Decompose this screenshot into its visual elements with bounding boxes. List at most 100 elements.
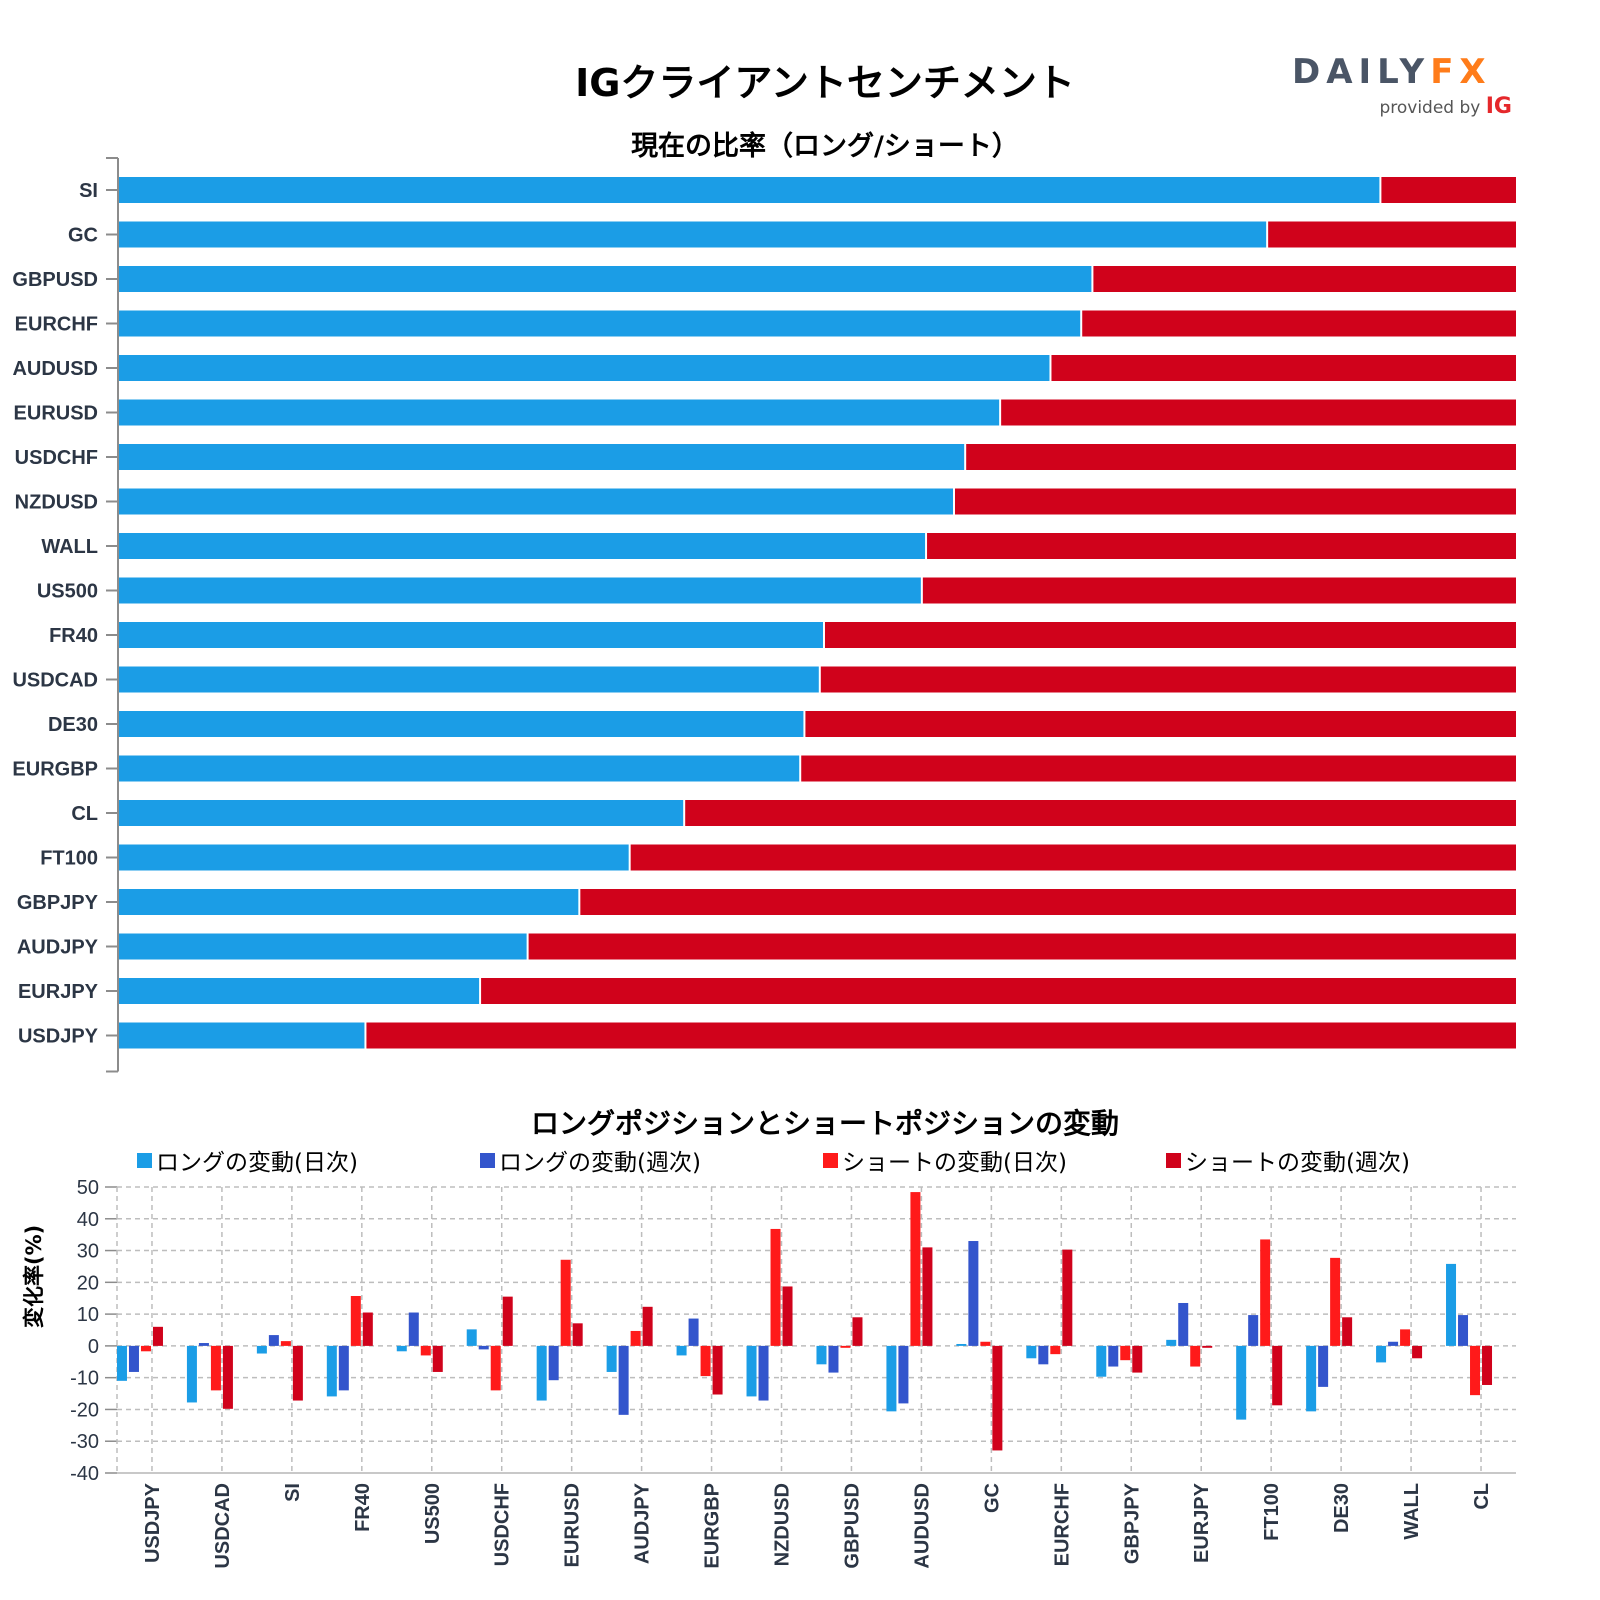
short-daily-bar — [1050, 1345, 1061, 1355]
legend-swatch — [1166, 1152, 1181, 1168]
short-weekly-bar — [922, 1247, 933, 1346]
category-label: US500 — [37, 581, 98, 603]
short-daily-bar — [140, 1345, 151, 1352]
long-daily-bar — [186, 1345, 197, 1403]
legend-item-long-daily[interactable]: ロングの変動(日次) — [137, 1145, 358, 1176]
logo-fx: FX — [1430, 52, 1492, 92]
x-tick-label: USDCAD — [212, 1483, 234, 1569]
short-bar — [1093, 266, 1516, 292]
long-weekly-bar — [1248, 1315, 1259, 1346]
legend-item-short-weekly[interactable]: ショートの変動(週次) — [1166, 1145, 1410, 1176]
short-weekly-bar — [1062, 1249, 1073, 1346]
x-tick-label: NZDUSD — [772, 1483, 794, 1566]
short-bar — [922, 577, 1516, 604]
legend-item-long-weekly[interactable]: ロングの変動(週次) — [480, 1145, 701, 1176]
x-tick-label: AUDJPY — [632, 1482, 654, 1564]
ratio-chart-title: 現在の比率（ロング/ショート） — [631, 131, 1019, 162]
y-tick-label: -30 — [70, 1431, 99, 1453]
long-weekly-bar — [408, 1312, 419, 1346]
long-bar — [119, 310, 1081, 337]
x-tick-label: EURJPY — [1191, 1482, 1213, 1563]
category-label: EURUSD — [14, 403, 98, 425]
long-weekly-bar — [548, 1345, 559, 1381]
legend-label: ショートの変動(週次) — [1185, 1150, 1410, 1176]
short-weekly-bar — [292, 1345, 303, 1401]
short-weekly-bar — [782, 1286, 793, 1346]
long-weekly-bar — [198, 1343, 209, 1346]
long-daily-bar — [746, 1345, 757, 1397]
long-bar — [119, 978, 480, 1004]
y-tick-label: 40 — [77, 1209, 99, 1231]
short-weekly-bar — [572, 1323, 583, 1346]
x-tick-label: GBPUSD — [841, 1483, 863, 1569]
short-daily-bar — [420, 1345, 431, 1356]
y-tick-label: -10 — [70, 1368, 99, 1390]
long-bar — [119, 488, 954, 515]
short-bar — [805, 711, 1516, 737]
y-tick-label: 10 — [77, 1304, 99, 1326]
category-label: AUDUSD — [12, 358, 98, 380]
long-weekly-bar — [828, 1345, 839, 1373]
long-bar — [119, 933, 527, 960]
long-bar — [119, 444, 965, 470]
y-tick-label: -20 — [70, 1399, 99, 1421]
category-label: AUDJPY — [17, 937, 99, 959]
short-bar — [1268, 221, 1516, 248]
dailyfx-logo: DAILYFX provided by IG — [1292, 52, 1512, 122]
short-bar — [1051, 355, 1516, 381]
long-weekly-bar — [688, 1318, 699, 1346]
y-tick-label: 50 — [77, 1177, 99, 1199]
category-label: DE30 — [48, 714, 98, 736]
category-label: FR40 — [49, 625, 98, 647]
category-label: CL — [71, 803, 98, 825]
short-weekly-bar — [1272, 1345, 1283, 1406]
short-daily-bar — [1400, 1329, 1411, 1346]
long-bar — [119, 889, 579, 915]
change-chart-title: ロングポジションとショートポジションの変動 — [530, 1107, 1119, 1140]
short-daily-bar — [280, 1341, 291, 1346]
long-daily-bar — [396, 1345, 407, 1352]
x-tick-label: USDCHF — [492, 1483, 514, 1566]
short-weekly-bar — [642, 1306, 653, 1346]
legend-swatch — [137, 1152, 152, 1168]
x-tick-label: WALL — [1401, 1483, 1423, 1540]
short-weekly-bar — [222, 1345, 233, 1409]
category-label: USDCHF — [15, 447, 98, 469]
long-daily-bar — [1446, 1263, 1457, 1346]
long-daily-bar — [1306, 1345, 1317, 1412]
legend-swatch — [480, 1152, 495, 1168]
y-tick-label: -40 — [70, 1463, 99, 1485]
short-daily-bar — [980, 1341, 991, 1346]
short-bar — [580, 889, 1516, 915]
category-label: USDCAD — [12, 670, 98, 692]
y-tick-label: 0 — [88, 1336, 99, 1358]
short-weekly-bar — [992, 1345, 1003, 1451]
category-label: EURJPY — [18, 981, 99, 1003]
short-bar — [820, 666, 1516, 693]
short-bar — [481, 978, 1516, 1004]
long-daily-bar — [116, 1345, 127, 1381]
short-daily-bar — [210, 1345, 221, 1391]
short-daily-bar — [490, 1345, 501, 1391]
legend-item-short-daily[interactable]: ショートの変動(日次) — [823, 1145, 1067, 1176]
short-daily-bar — [1330, 1257, 1341, 1346]
y-tick-label: 20 — [77, 1272, 99, 1294]
category-label: SI — [79, 180, 98, 202]
long-weekly-bar — [1178, 1302, 1189, 1346]
long-weekly-bar — [758, 1345, 769, 1401]
long-bar — [119, 533, 926, 559]
long-daily-bar — [1376, 1345, 1387, 1363]
short-bar — [927, 533, 1516, 559]
short-daily-bar — [630, 1330, 641, 1346]
logo-provided-by: provided by IG — [1379, 94, 1512, 119]
x-tick-label: GC — [981, 1483, 1003, 1513]
category-label: GC — [68, 225, 98, 247]
long-weekly-bar — [968, 1241, 979, 1346]
category-label: EURGBP — [12, 759, 98, 781]
category-label: WALL — [41, 536, 98, 558]
short-bar — [955, 488, 1516, 515]
short-daily-bar — [700, 1345, 711, 1377]
x-tick-label: GBPJPY — [1121, 1482, 1143, 1564]
category-label: GBPJPY — [17, 892, 99, 914]
short-weekly-bar — [712, 1345, 723, 1395]
